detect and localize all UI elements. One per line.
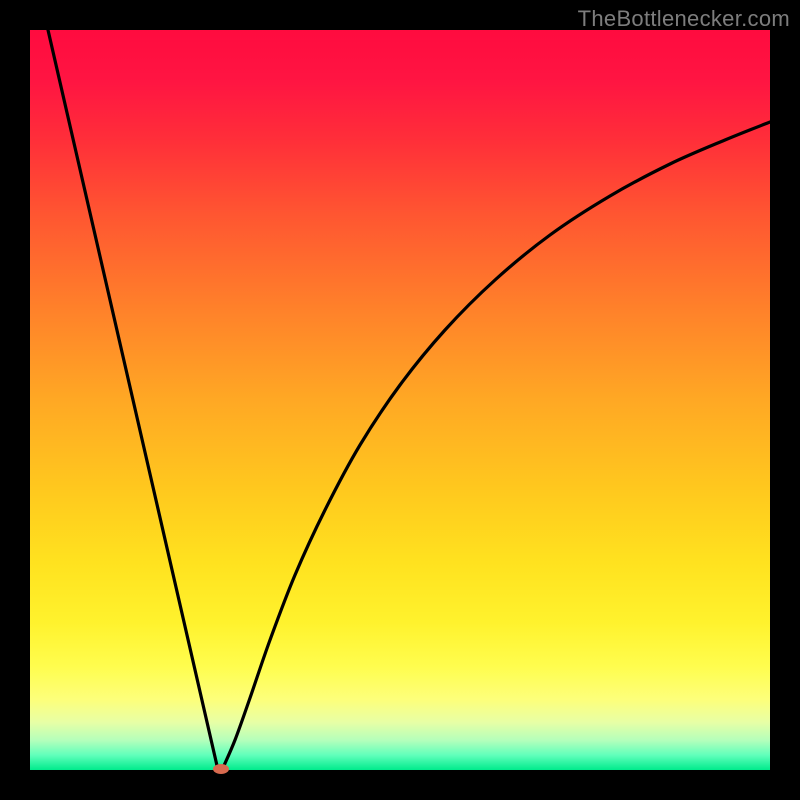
chart-frame: TheBottlenecker.com (0, 0, 800, 800)
chart-background (30, 30, 770, 770)
minimum-marker (213, 764, 229, 774)
attribution-label: TheBottlenecker.com (578, 6, 790, 32)
chart-svg (0, 0, 800, 800)
